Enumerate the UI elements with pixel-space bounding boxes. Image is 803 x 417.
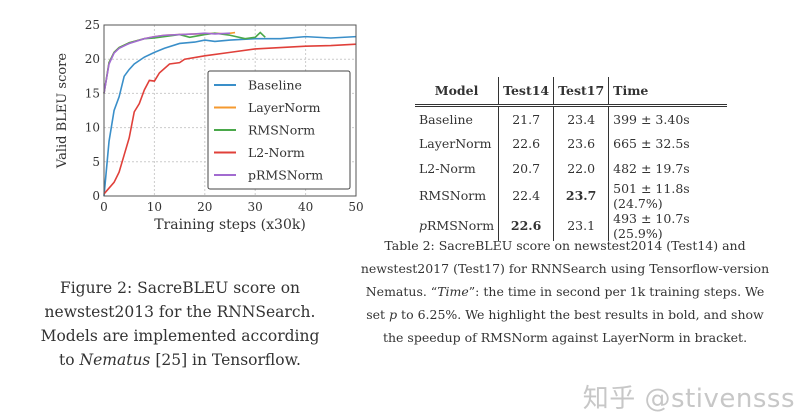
legend-label: L2-Norm (248, 145, 305, 160)
cell-model: LayerNorm (419, 136, 492, 152)
y-tick-label: 25 (85, 18, 100, 32)
cell-time: 493 ± 10.7s (25.9%) (608, 210, 728, 241)
cell-time: 665 ± 32.5s (608, 131, 728, 156)
y-axis-label: Valid BLEU score (55, 53, 70, 169)
series-line-prmsnorm (103, 32, 231, 94)
legend-label: RMSNorm (248, 123, 315, 138)
x-tick-label: 30 (248, 200, 263, 214)
table-caption-text: ”: the time in second per 1k training st… (366, 284, 765, 322)
x-tick-label: 40 (298, 200, 313, 214)
x-tick-label: 50 (348, 200, 363, 214)
figure-caption: Figure 2: SacreBLEU score on newstest201… (40, 276, 320, 372)
cell-model: pRMSNorm (415, 211, 499, 241)
cell-time: 501 ± 11.8s (24.7%) (608, 180, 728, 211)
cell-test14: 22.4 (498, 180, 554, 211)
y-tick-label: 0 (92, 189, 100, 203)
table-caption-text: to 6.25%. We highlight the best results … (382, 307, 764, 345)
y-tick-label: 15 (85, 86, 100, 100)
cell-test17: 23.6 (553, 131, 609, 156)
table-row: Baseline 21.7 23.4 399 ± 3.40s (415, 105, 728, 132)
figure-caption-text: Figure 2: SacreBLEU score on newstest201… (40, 279, 320, 369)
cell-model: Baseline (419, 111, 473, 127)
cell-test14: 22.6 (498, 131, 554, 156)
header-test14: Test14 (498, 77, 554, 107)
y-tick-label: 20 (85, 52, 100, 66)
x-axis-label: Training steps (x30k) (154, 217, 306, 233)
series-line-l2-norm (103, 43, 357, 195)
results-table: Model Test14 Test17 Time Baseline 21.7 23.… (415, 77, 728, 241)
header-test17: Test17 (553, 77, 609, 107)
legend-label: Baseline (248, 78, 302, 93)
cell-test17: 23.1 (553, 210, 609, 241)
figure-caption-italic: Nematus (79, 351, 151, 369)
legend-label: pRMSNorm (248, 168, 323, 183)
y-tick-label: 10 (85, 121, 100, 135)
table-caption: Table 2: SacreBLEU score on newstest2014… (355, 234, 775, 349)
cell-model: RMSNorm (419, 188, 487, 203)
legend-box (207, 70, 351, 190)
figure-caption-suffix: [25] in Tensorflow. (150, 351, 301, 369)
cell-test14-best: 22.6 (498, 210, 554, 241)
cell-test14: 20.7 (498, 156, 554, 181)
bleu-line-chart: 0 10 20 30 40 50 0 5 10 15 20 25 Training steps (x30… (55, 18, 364, 233)
header-model: Model (415, 77, 499, 107)
cell-test14: 21.7 (498, 105, 554, 132)
series-line-baseline (103, 35, 357, 197)
table-caption-text: Table 2: SacreBLEU score on newstest2014… (360, 238, 770, 299)
model-name: RMSNorm (427, 218, 495, 233)
legend-label: LayerNorm (248, 100, 321, 115)
cell-test17: 23.4 (553, 105, 609, 132)
plot-frame (103, 24, 357, 197)
table-row: L2-Norm 20.7 22.0 482 ± 19.7s (415, 156, 728, 181)
cell-model: L2-Norm (419, 160, 476, 176)
x-tick-label: 0 (100, 200, 108, 214)
y-tick-label: 5 (92, 155, 100, 169)
cell-test17-best: 23.7 (553, 180, 609, 211)
x-tick-label: 10 (147, 200, 162, 214)
cell-time: 482 ± 19.7s (608, 156, 728, 181)
watermark: 知乎 @stivensss (582, 384, 795, 414)
table-row: RMSNorm 22.4 23.7 501 ± 11.8s (24.7%) (415, 180, 728, 211)
header-time: Time (608, 77, 728, 107)
x-tick-label: 20 (197, 200, 212, 214)
cell-test17: 22.0 (553, 156, 609, 181)
table-caption-italic: Time (437, 284, 469, 299)
table-row: pRMSNorm 22.6 23.1 493 ± 10.7s (25.9%) (415, 210, 728, 241)
model-prefix: p (419, 218, 428, 233)
table-row: LayerNorm 22.6 23.6 665 ± 32.5s (415, 131, 728, 156)
cell-time: 399 ± 3.40s (608, 105, 728, 132)
table-caption-italic: p (389, 307, 398, 322)
